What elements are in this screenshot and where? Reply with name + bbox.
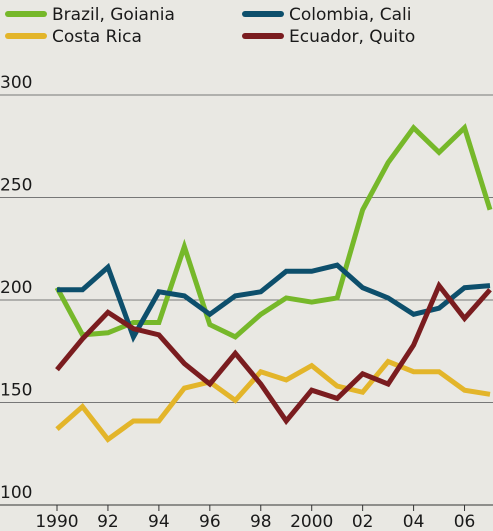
y-tick-label: 200 xyxy=(0,278,32,298)
series-line xyxy=(55,358,491,443)
x-tick-label: 92 xyxy=(97,512,119,531)
series-line xyxy=(55,280,492,426)
x-tick-label: 98 xyxy=(250,512,272,531)
x-tick-label: 02 xyxy=(352,512,374,531)
x-tick-label: 04 xyxy=(403,512,425,531)
x-tick-label: 96 xyxy=(199,512,221,531)
y-tick-label: 100 xyxy=(0,483,32,503)
x-tick-label: 1990 xyxy=(35,512,78,531)
x-tick-label: 94 xyxy=(148,512,170,531)
legend-label: Brazil, Goiania xyxy=(52,5,175,25)
x-tick-label: 2000 xyxy=(290,512,333,531)
legend-label: Colombia, Cali xyxy=(289,5,411,25)
legend-label: Ecuador, Quito xyxy=(289,27,415,47)
x-tick-label: 06 xyxy=(454,512,476,531)
y-tick-label: 150 xyxy=(0,381,32,401)
legend-label: Costa Rica xyxy=(52,27,142,47)
y-tick-label: 250 xyxy=(0,176,32,196)
y-tick-label: 300 xyxy=(0,73,32,93)
